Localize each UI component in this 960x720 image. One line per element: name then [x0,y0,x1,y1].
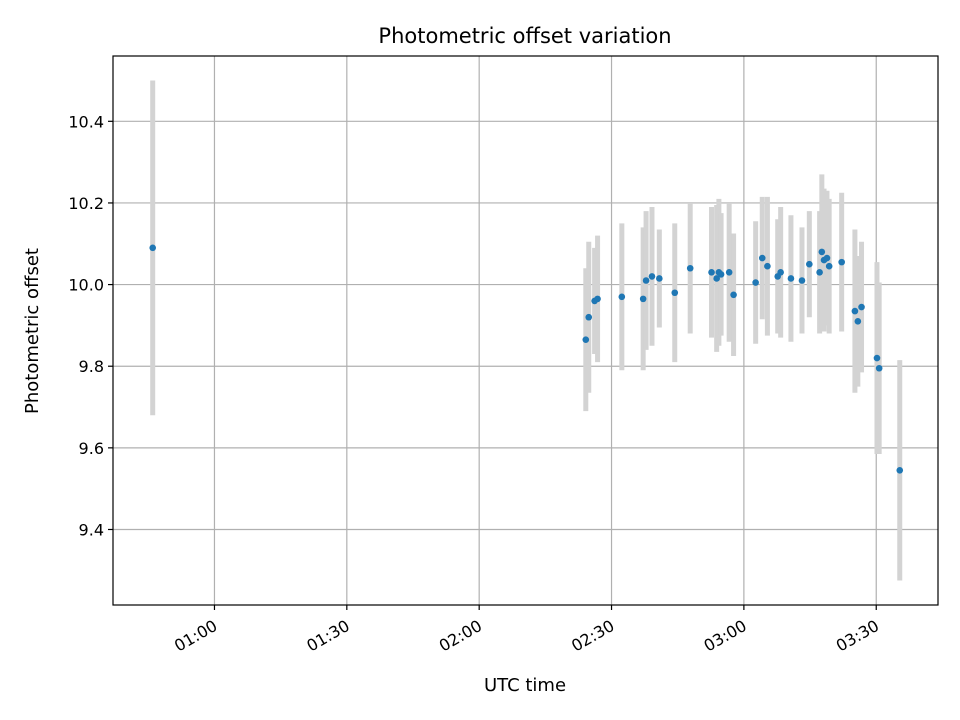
plot-frame [112,55,939,606]
data-point [798,277,806,284]
data-point [648,273,656,280]
data-point [713,275,720,282]
y-tick-label: 9.8 [79,357,104,376]
y-axis-title: Photometric offset [22,248,43,414]
data-point [671,289,679,297]
data-point [806,260,813,268]
data-point [618,293,626,301]
x-tick-label: 02:30 [568,616,617,656]
data-point [818,248,826,256]
data-point [708,269,715,276]
data-point [717,271,725,278]
chart-title: Photometric offset variation [378,24,671,48]
data-point [764,262,771,270]
x-axis-title: UTC time [484,675,566,696]
data-point [875,364,883,372]
data-point [858,303,865,311]
y-tick-label: 10.0 [68,276,104,295]
x-tick-label: 02:00 [436,616,485,656]
data-point [873,354,881,362]
data-point [725,269,733,276]
y-tick-label: 10.4 [68,112,104,131]
data-point [851,307,859,315]
y-tick-label: 9.4 [79,520,104,539]
data-point [787,275,795,282]
data-point [656,275,663,282]
grid-layer [113,56,938,605]
data-point [823,254,831,262]
data-point [838,258,845,266]
errorbar-layer [150,80,903,581]
data-point [758,254,766,262]
data-point [752,279,759,286]
data-point [777,269,784,276]
data-point [642,277,650,284]
data-point [639,295,647,303]
y-tick-label: 9.6 [79,439,104,458]
data-point [686,264,694,272]
data-point [594,295,601,303]
data-point [582,336,590,343]
x-tick-label: 01:30 [303,616,352,656]
data-point [896,467,904,474]
data-point [854,318,862,325]
point-layer [149,244,904,474]
data-point [816,269,823,276]
x-tick-label: 01:00 [171,616,220,656]
data-point [825,262,833,270]
x-tick-label: 03:00 [700,616,749,656]
tick-layer: 9.4 9.6 9.8 10.0 10.2 10.4 01:00 01:30 02:00 02:3… [68,112,882,655]
y-tick-label: 10.2 [68,194,104,213]
x-tick-label: 03:30 [833,616,882,656]
data-point [585,313,593,321]
data-point [730,291,737,299]
data-point [149,244,157,252]
